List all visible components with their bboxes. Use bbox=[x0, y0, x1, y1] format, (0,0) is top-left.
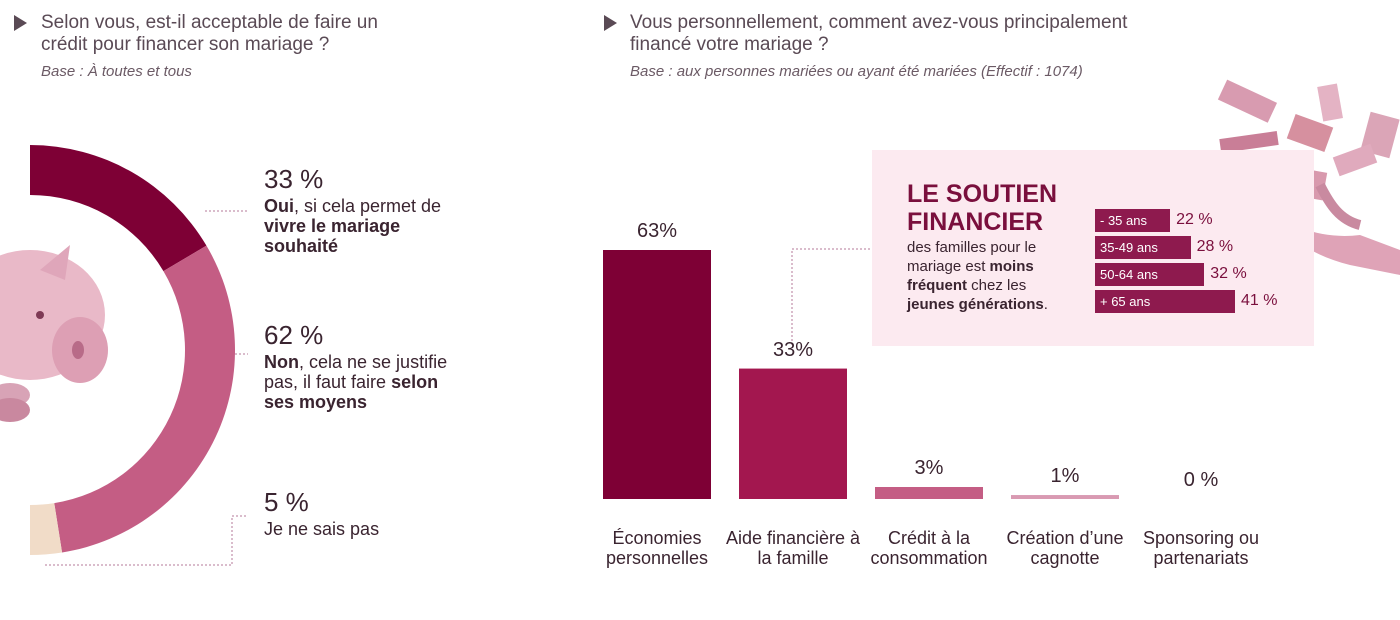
callout-title-line1: LE SOUTIEN bbox=[907, 180, 1058, 208]
callout-box: LE SOUTIEN FINANCIER des familles pour l… bbox=[872, 150, 1314, 346]
left-question: Selon vous, est-il acceptable de faire u… bbox=[41, 12, 378, 56]
age-value: 32 % bbox=[1210, 265, 1247, 282]
right-question-line2: financé votre mariage ? bbox=[630, 34, 829, 55]
bar-chart bbox=[603, 248, 1119, 499]
donut-slice-nsp bbox=[30, 503, 63, 555]
bar-category-label: Crédit à la consommation bbox=[870, 528, 988, 568]
callout-title-line2: FINANCIER bbox=[907, 208, 1044, 236]
piggy-bank-illustration bbox=[0, 245, 108, 422]
donut-slice-oui bbox=[30, 145, 207, 272]
leader-line-nsp bbox=[45, 515, 248, 566]
bar-value-label: 33% bbox=[772, 338, 814, 361]
callout-connector-line bbox=[791, 248, 872, 345]
age-bar: 50-64 ans bbox=[1095, 263, 1205, 286]
answer-non-pct: 62 % bbox=[264, 320, 324, 350]
bar-value-label: 1% bbox=[1050, 465, 1080, 488]
bar-category-label: Aide financière à la famille bbox=[725, 528, 861, 568]
answer-oui-desc: Oui, si cela permet de vivre le mariage … bbox=[264, 196, 442, 256]
bar-3 bbox=[1011, 495, 1119, 499]
age-bar: + 65 ans bbox=[1095, 290, 1235, 313]
age-bar: - 35 ans bbox=[1095, 209, 1171, 232]
bar-value-label: 3% bbox=[914, 457, 944, 479]
bar-category-label: Sponsoring ou partenariats bbox=[1142, 528, 1260, 568]
donut-slice-non bbox=[54, 245, 235, 553]
age-value: 28 % bbox=[1196, 238, 1234, 255]
age-value: 41 % bbox=[1241, 292, 1278, 309]
age-bar: 35-49 ans bbox=[1095, 236, 1191, 259]
question-arrow-icon bbox=[14, 15, 27, 31]
callout-title: LE SOUTIEN FINANCIER bbox=[907, 180, 1057, 236]
bar-value-label: 0 % bbox=[1183, 469, 1219, 491]
callout-text: des familles pour le mariage est moins f… bbox=[907, 239, 1048, 313]
bar-category-label: Création d’une cagnotte bbox=[1006, 528, 1124, 568]
answer-nsp-desc: Je ne sais pas bbox=[264, 519, 380, 539]
left-question-line2: crédit pour financer son mariage ? bbox=[41, 34, 330, 55]
left-base: Base : À toutes et tous bbox=[41, 63, 192, 80]
right-question-line1: Vous personnellement, comment avez-vous … bbox=[630, 12, 1128, 33]
question-arrow-icon bbox=[604, 15, 617, 31]
answer-oui-pct: 33 % bbox=[264, 164, 324, 194]
answer-nsp-pct: 5 % bbox=[264, 487, 309, 517]
bar-value-label: 63% bbox=[636, 220, 678, 242]
bar-1 bbox=[739, 368, 847, 499]
right-base: Base : aux personnes mariées ou ayant ét… bbox=[630, 63, 1083, 80]
donut-chart bbox=[0, 145, 248, 566]
left-question-line1: Selon vous, est-il acceptable de faire u… bbox=[41, 12, 378, 33]
bar-category-label: Économies personnelles bbox=[605, 528, 709, 568]
bar-2 bbox=[875, 487, 983, 499]
bar-0 bbox=[603, 250, 711, 499]
right-question: Vous personnellement, comment avez-vous … bbox=[630, 12, 1127, 56]
money-hand-illustration bbox=[1217, 79, 1400, 275]
answer-non-desc: Non, cela ne se justifie pas, il faut fa… bbox=[264, 352, 448, 412]
age-value: 22 % bbox=[1176, 211, 1213, 228]
